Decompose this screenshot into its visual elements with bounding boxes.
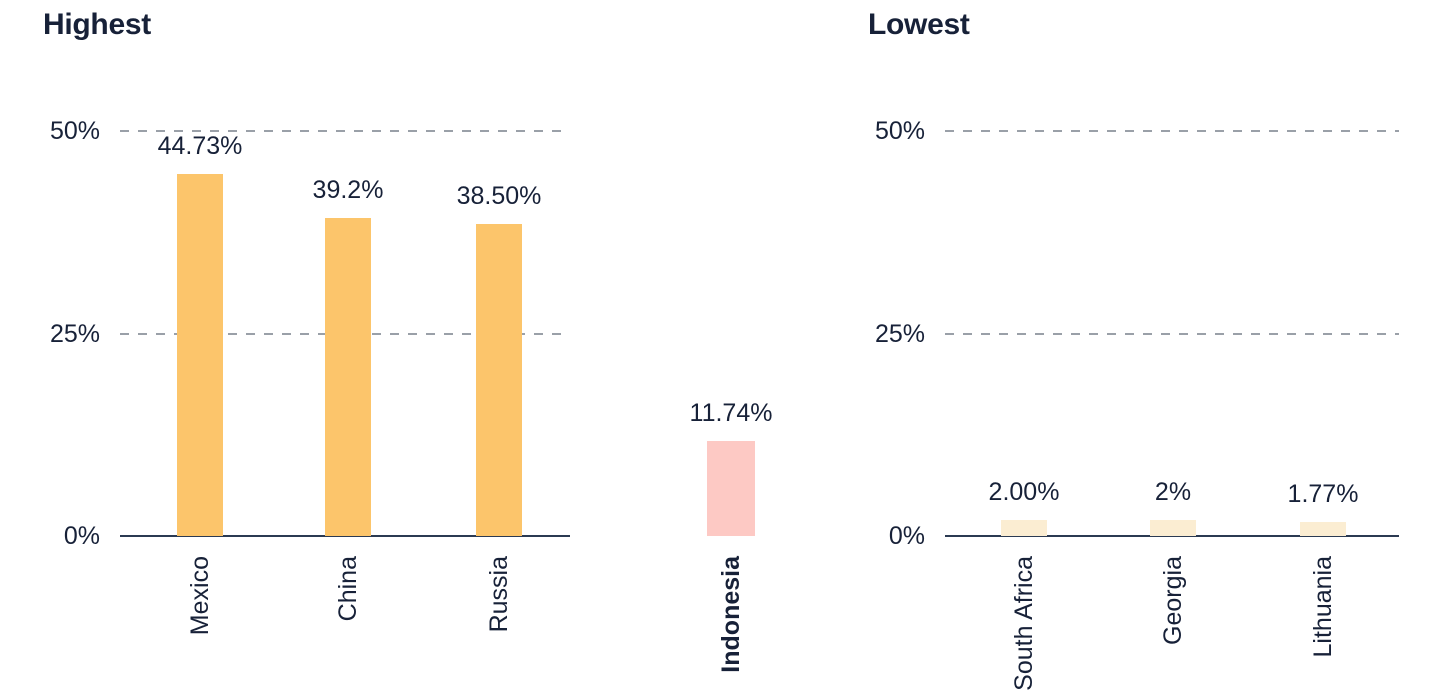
bar-china <box>325 218 371 536</box>
bar-mexico <box>177 173 223 536</box>
gridline-lowest-50% <box>945 130 1399 132</box>
y-axis-tick-highest-25%: 25% <box>49 319 100 348</box>
gridline-highest-50% <box>120 130 570 132</box>
y-axis-tick-lowest-0%: 0% <box>888 522 925 550</box>
y-axis-tick-lowest-50%: 50% <box>874 117 925 145</box>
chart-title-highest: Highest <box>43 8 151 41</box>
x-axis-label-text-china: China <box>334 556 362 622</box>
y-axis-tick-lowest-25%: 25% <box>874 319 925 348</box>
bar-value-label-lithuania: 1.77% <box>1287 479 1359 508</box>
bar-value-label-south-africa: 2.00% <box>988 477 1060 506</box>
x-axis-label-text-indonesia: Indonesia <box>717 556 745 673</box>
bar-georgia <box>1150 519 1196 536</box>
x-axis-label-text-mexico: Mexico <box>186 556 214 636</box>
x-axis-label-text-georgia: Georgia <box>1159 556 1187 645</box>
y-axis-tick-highest-50%: 50% <box>49 117 100 145</box>
bar-value-label-russia: 38.50% <box>456 182 542 211</box>
bar-south-africa <box>1001 519 1047 536</box>
bar-value-label-mexico: 44.73% <box>157 131 243 160</box>
chart-title-lowest: Lowest <box>868 8 970 41</box>
x-axis-label-text-south-africa: South Africa <box>1010 556 1038 691</box>
gridline-lowest-25% <box>945 332 1399 335</box>
bar-lithuania <box>1300 521 1346 536</box>
bar-russia <box>476 224 522 536</box>
x-axis-line-lowest <box>945 535 1399 537</box>
bar-indonesia <box>707 440 755 536</box>
y-axis-tick-highest-0%: 0% <box>63 522 100 550</box>
bar-value-label-indonesia: 11.74% <box>689 398 773 427</box>
x-axis-line-highest <box>120 535 570 537</box>
x-axis-label-text-lithuania: Lithuania <box>1309 556 1337 658</box>
bar-value-label-georgia: 2% <box>1154 477 1192 506</box>
bar-value-label-china: 39.2% <box>312 176 384 205</box>
x-axis-label-text-russia: Russia <box>485 556 513 633</box>
